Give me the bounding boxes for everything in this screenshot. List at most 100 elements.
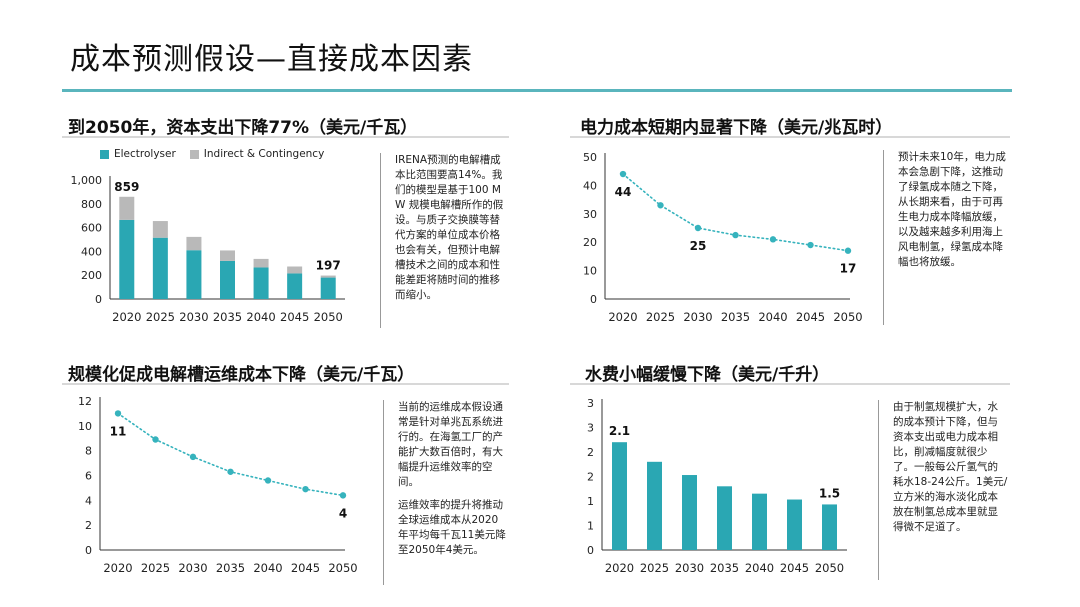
capex-data-label: 197	[316, 259, 341, 273]
power-rule	[570, 136, 1010, 138]
indirect-bar	[119, 196, 135, 220]
power-y-tick: 10	[583, 265, 597, 278]
water-y-tick: 2	[587, 471, 594, 484]
capex-rule	[62, 136, 509, 138]
legend-item-electrolyser: Electrolyser	[100, 148, 176, 160]
om-point	[339, 492, 347, 499]
electrolyser-bar	[253, 267, 269, 299]
water-bar	[752, 493, 767, 550]
electrolyser-bar	[152, 237, 168, 299]
power-note-text: 预计未来10年，电力成本会急剧下降，这推动了绿氢成本随之下降，从长期来看，由于可…	[898, 151, 1006, 268]
water-y-tick: 3	[587, 397, 594, 410]
water-x-tick: 2030	[675, 561, 704, 575]
power-x-tick: 2045	[796, 310, 825, 324]
capex-x-tick: 2030	[179, 310, 208, 324]
om-point	[152, 436, 159, 443]
om-note-text-1: 当前的运维成本假设通常是针对单兆瓦系统进行的。在海氢工厂的产能扩大数百倍时，有大…	[398, 401, 503, 488]
power-point	[732, 231, 739, 239]
om-x-tick: 2050	[328, 561, 357, 575]
om-rule	[62, 383, 509, 385]
indirect-bar	[186, 236, 202, 251]
power-x-tick: 2025	[646, 310, 675, 324]
water-y-tick: 3	[587, 422, 594, 435]
legend-item-indirect: Indirect & Contingency	[189, 148, 324, 160]
water-x-tick: 2025	[640, 561, 669, 575]
capex-x-tick: 2020	[112, 310, 141, 324]
om-data-label: 11	[110, 424, 127, 438]
page-title: 成本预测假设—直接成本因素	[70, 42, 473, 77]
om-x-tick: 2040	[253, 561, 282, 575]
capex-y-tick: 400	[81, 245, 102, 258]
om-line-chart: 0 2 4 6 8 10 12 2020 2025 2030 2035 2040 2045 2050 11 4	[78, 395, 358, 575]
water-y-tick: 1	[587, 495, 594, 508]
water-y-tick: 1	[587, 520, 594, 533]
indirect-bar	[220, 250, 235, 261]
power-y-tick: 20	[583, 236, 597, 249]
water-bar	[612, 442, 627, 550]
capex-data-label: 859	[114, 180, 139, 194]
water-title: 水费小幅缓慢下降（美元/千升）	[585, 365, 830, 385]
electrolyser-bar	[186, 250, 202, 299]
om-point	[302, 485, 309, 493]
power-y-tick: 0	[590, 293, 597, 306]
water-note-text: 由于制氢规模扩大，水的成本预计下降，但与资本支出或电力成本相比，削减幅度就很少了…	[893, 401, 1008, 533]
om-y-tick: 0	[85, 544, 92, 557]
power-data-label: 44	[615, 185, 632, 199]
capex-x-tick: 2040	[246, 310, 275, 324]
water-bar	[717, 486, 732, 550]
om-x-tick: 2045	[291, 561, 320, 575]
capex-bar-chart: 0 200 400 600 800 1,000 2020 2025 2030 2035 2040 20…	[71, 174, 345, 324]
electrolyser-bar	[220, 260, 235, 299]
water-y-tick: 0	[587, 544, 594, 557]
om-y-tick: 12	[78, 395, 92, 408]
water-data-label: 2.1	[609, 424, 630, 438]
water-x-tick: 2035	[710, 561, 739, 575]
title-rule	[62, 89, 1012, 92]
capex-y-tick: 0	[95, 293, 102, 306]
indirect-bar	[253, 258, 269, 268]
water-bar-chart: 0 1 1 2 2 3 3 2020 2025 2030 2035 2040 2045 2050 2.1 1.…	[587, 397, 847, 575]
water-x-tick: 2045	[780, 561, 809, 575]
power-point	[807, 241, 814, 249]
electrolyser-bar	[287, 273, 303, 299]
om-x-tick: 2035	[216, 561, 245, 575]
capex-x-tick: 2025	[146, 310, 175, 324]
om-y-tick: 8	[85, 445, 92, 458]
om-title: 规模化促成电解槽运维成本下降（美元/千瓦）	[68, 365, 415, 385]
om-point	[264, 477, 272, 484]
om-y-tick: 10	[78, 420, 92, 433]
om-y-tick: 2	[85, 519, 92, 532]
electrolyser-bar	[320, 277, 336, 299]
indirect-bar	[320, 275, 336, 278]
om-y-tick: 6	[85, 470, 92, 483]
water-data-label: 1.5	[819, 486, 840, 500]
water-bar	[647, 461, 662, 550]
water-x-tick: 2050	[815, 561, 844, 575]
power-y-tick: 30	[583, 208, 597, 221]
power-y-tick: 40	[583, 179, 597, 192]
om-point	[227, 468, 234, 475]
power-x-tick: 2050	[833, 310, 862, 324]
power-title: 电力成本短期内显著下降（美元/兆瓦时）	[580, 118, 893, 138]
indirect-bar	[287, 266, 303, 274]
power-point	[619, 170, 627, 178]
power-point	[657, 202, 664, 209]
capex-y-tick: 200	[81, 269, 102, 282]
indirect-bar	[152, 221, 168, 238]
water-y-tick: 2	[587, 446, 594, 459]
power-x-tick: 2040	[758, 310, 787, 324]
om-x-tick: 2025	[141, 561, 170, 575]
om-note-text-2: 运维效率的提升将推动全球运维成本从2020年平均每千瓦11美元降至2050年4美…	[398, 499, 506, 556]
capex-title: 到2050年，资本支出下降77%（美元/千瓦）	[68, 118, 418, 138]
water-rule	[570, 383, 1010, 385]
capex-note: IRENA预测的电解槽成本比范围要高14%。我们的模型是基于100 M W 规模…	[380, 153, 505, 328]
om-data-label: 4	[339, 506, 347, 520]
capex-y-tick: 800	[81, 198, 102, 211]
power-y-tick: 50	[583, 151, 597, 164]
water-note: 由于制氢规模扩大，水的成本预计下降，但与资本支出或电力成本相比，削减幅度就很少了…	[878, 400, 1008, 580]
om-point	[114, 410, 122, 417]
power-note: 预计未来10年，电力成本会急剧下降，这推动了绿氢成本随之下降，从长期来看，由于可…	[883, 150, 1008, 325]
power-point	[844, 247, 852, 254]
power-x-tick: 2035	[721, 310, 750, 324]
